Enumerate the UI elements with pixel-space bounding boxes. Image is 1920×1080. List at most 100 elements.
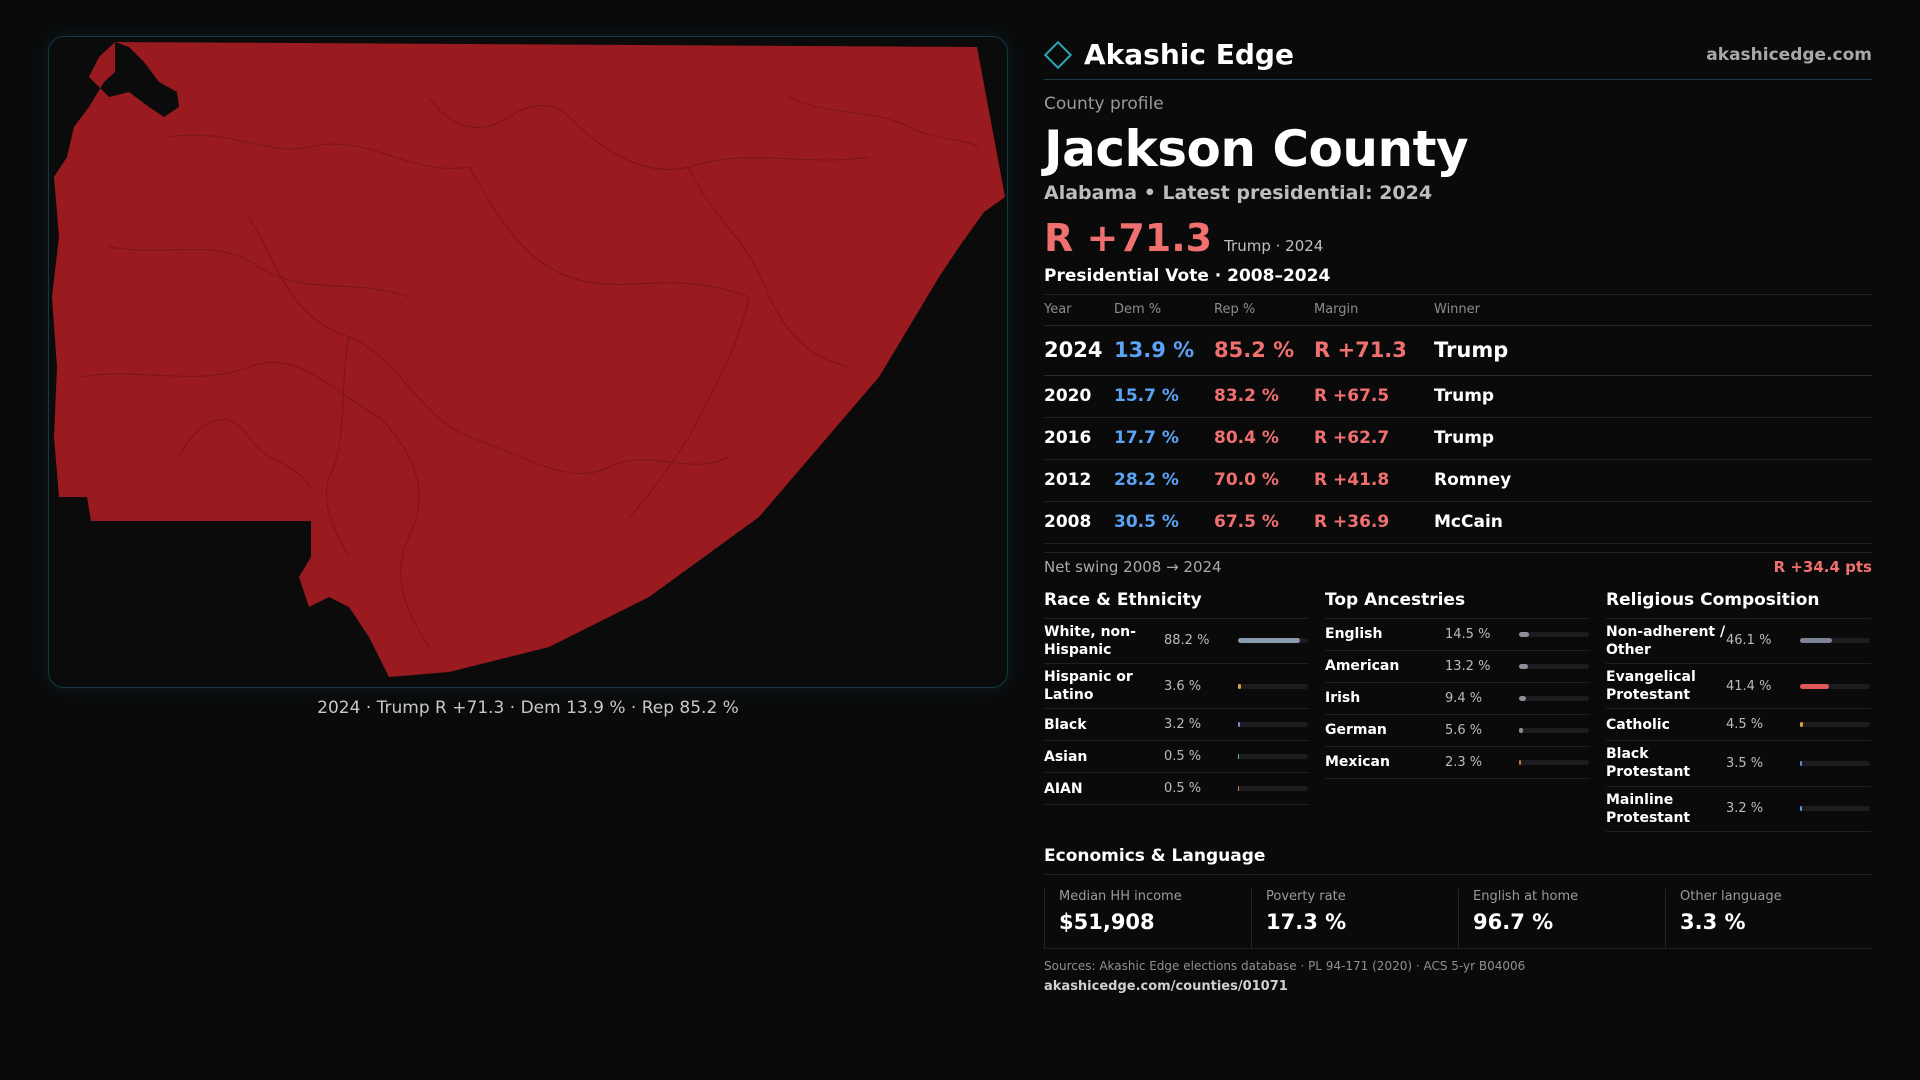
demo-bar-track <box>1238 638 1308 644</box>
demo-bar-track <box>1800 638 1870 644</box>
demo-percent: 14.5 % <box>1445 626 1491 642</box>
demo-label: Hispanic or Latino <box>1044 668 1133 704</box>
demo-bar-fill <box>1238 754 1240 760</box>
demo-bar-track <box>1800 806 1870 812</box>
cell-rep: 85.2 % <box>1214 325 1314 376</box>
demo-label: American <box>1325 657 1400 674</box>
table-row: 2012 28.2 % 70.0 % R +41.8 Romney <box>1044 459 1872 502</box>
cell-year: 2016 <box>1044 417 1114 460</box>
brand[interactable]: Akashic Edge <box>1043 38 1294 71</box>
race-ethnicity-section: Race & Ethnicity White, non-Hispanic 88.2… <box>1044 590 1309 833</box>
cell-winner: Trump <box>1434 375 1872 418</box>
brand-name: Akashic Edge <box>1084 38 1294 71</box>
econ-label: Poverty rate <box>1266 889 1346 904</box>
cell-winner: Trump <box>1434 325 1872 376</box>
demo-bar-fill <box>1519 759 1521 765</box>
demo-bar-track <box>1238 754 1308 760</box>
cell-rep: 83.2 % <box>1214 375 1314 418</box>
cell-rep: 80.4 % <box>1214 417 1314 460</box>
demo-label: Catholic <box>1606 716 1670 733</box>
demo-label: Non-adherent / Other <box>1606 623 1726 658</box>
demo-row-english: English 14.5 % <box>1325 619 1590 651</box>
religion-list: Non-adherent / Other 46.1 % Evangelical Pr… <box>1606 619 1871 832</box>
demo-percent: 9.4 % <box>1445 690 1483 706</box>
economics-title: Economics & Language <box>1044 846 1872 875</box>
cell-dem: 13.9 % <box>1114 325 1214 376</box>
demo-bar-fill <box>1238 683 1241 689</box>
demo-bar-track <box>1519 759 1589 765</box>
demo-percent: 3.2 % <box>1726 801 1764 817</box>
cell-rep: 67.5 % <box>1214 501 1314 544</box>
table-row: 2024 13.9 % 85.2 % R +71.3 Trump <box>1044 325 1872 376</box>
demo-percent: 41.4 % <box>1726 678 1772 694</box>
headline-result: R +71.3 Trump · 2024 <box>1044 216 1872 260</box>
col-header-margin: Margin <box>1314 295 1434 326</box>
demographics: Race & Ethnicity White, non-Hispanic 88.2… <box>1044 590 1872 833</box>
col-header-winner: Winner <box>1434 295 1872 326</box>
econ-value: 96.7 % <box>1473 910 1554 934</box>
diamond-logo-icon <box>1043 40 1073 69</box>
cell-winner: Trump <box>1434 417 1872 460</box>
page-title: Jackson County <box>1044 120 1469 178</box>
county-map[interactable] <box>48 36 1008 688</box>
cell-year: 2024 <box>1044 325 1114 376</box>
demo-bar-track <box>1519 663 1589 669</box>
econ-poverty-rate: Poverty rate 17.3 % <box>1251 889 1458 948</box>
cell-winner: Romney <box>1434 459 1872 502</box>
cell-dem: 30.5 % <box>1114 501 1214 544</box>
county-map-svg <box>52 42 1005 677</box>
econ-label: Median HH income <box>1059 889 1182 904</box>
demo-percent: 13.2 % <box>1445 658 1491 674</box>
demo-bar-fill <box>1238 722 1241 728</box>
brand-url-link[interactable]: akashicedge.com <box>1706 44 1872 65</box>
econ-value: $51,908 <box>1059 910 1155 934</box>
demo-percent: 3.6 % <box>1164 678 1202 694</box>
presidential-vote-title: Presidential Vote · 2008–2024 <box>1044 266 1872 295</box>
cell-dem: 15.7 % <box>1114 375 1214 418</box>
demo-label: Asian <box>1044 748 1088 765</box>
econ-value: 3.3 % <box>1680 910 1746 934</box>
cell-year: 2020 <box>1044 375 1114 418</box>
demo-label: Irish <box>1325 689 1361 706</box>
col-header-dem: Dem % <box>1114 295 1214 326</box>
demo-bar-track <box>1238 786 1308 792</box>
presidential-vote-table: Year Dem % Rep % Margin Winner 2024 13.9… <box>1044 295 1872 544</box>
cell-year: 2012 <box>1044 459 1114 502</box>
county-shape <box>52 42 1005 677</box>
demo-bar-fill <box>1519 631 1530 637</box>
headline-note: Trump · 2024 <box>1224 237 1324 255</box>
col-header-rep: Rep % <box>1214 295 1314 326</box>
religion-section: Religious Composition Non-adherent / Oth… <box>1606 590 1871 832</box>
demo-row-hispanic-or-latino: Hispanic or Latino 3.6 % <box>1044 664 1309 710</box>
demo-percent: 3.5 % <box>1726 755 1764 771</box>
demo-row-mexican: Mexican 2.3 % <box>1325 747 1590 779</box>
demo-label: Mainline Protestant <box>1606 791 1691 826</box>
demo-percent: 3.2 % <box>1164 717 1202 733</box>
ancestries-title: Top Ancestries <box>1325 590 1590 619</box>
demo-label: White, non-Hispanic <box>1044 623 1136 658</box>
cell-margin: R +36.9 <box>1314 501 1434 544</box>
demo-bar-fill <box>1238 786 1240 792</box>
demo-label: Black Protestant <box>1606 746 1691 781</box>
cell-margin: R +71.3 <box>1314 325 1434 376</box>
table-row: 2016 17.7 % 80.4 % R +62.7 Trump <box>1044 417 1872 460</box>
demo-label: Evangelical Protestant <box>1606 668 1696 704</box>
col-header-year: Year <box>1044 295 1114 326</box>
econ-label: Other language <box>1680 889 1782 904</box>
demo-bar-track <box>1519 695 1589 701</box>
cell-winner: McCain <box>1434 501 1872 544</box>
demo-bar-track <box>1800 722 1870 728</box>
econ-english-at-home: English at home 96.7 % <box>1458 889 1665 948</box>
demo-bar-fill <box>1800 722 1804 728</box>
demo-percent: 46.1 % <box>1726 633 1772 649</box>
demo-label: Black <box>1044 716 1087 733</box>
brand-header: Akashic Edge akashicedge.com <box>1043 30 1872 80</box>
demo-bar-track <box>1238 722 1308 728</box>
demo-percent: 0.5 % <box>1164 781 1202 797</box>
demo-percent: 5.6 % <box>1445 722 1483 738</box>
demo-percent: 2.3 % <box>1445 754 1483 770</box>
source-url-link[interactable]: akashicedge.com/counties/01071 <box>1044 979 1288 994</box>
demo-label: Mexican <box>1325 753 1390 770</box>
demo-bar-fill <box>1800 683 1829 689</box>
cell-margin: R +41.8 <box>1314 459 1434 502</box>
